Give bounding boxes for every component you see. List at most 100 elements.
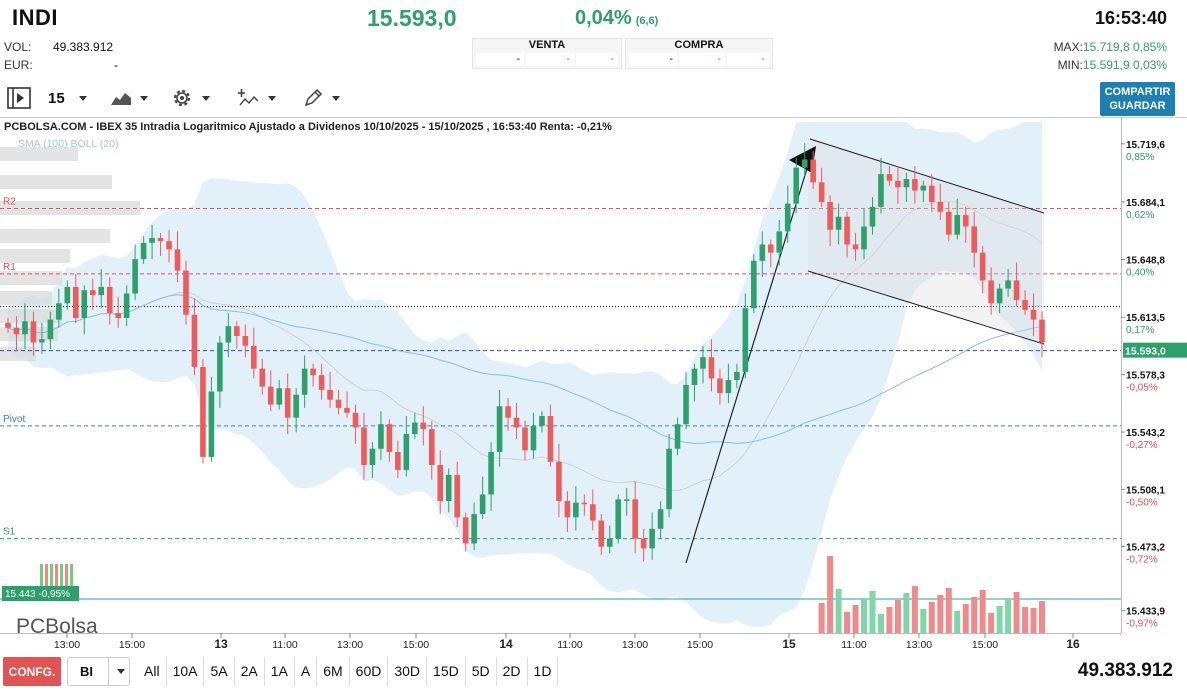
candle-body bbox=[412, 422, 418, 435]
min-value: 15.591,9 bbox=[1082, 58, 1130, 72]
eur-value: - bbox=[114, 58, 118, 72]
candle-body bbox=[700, 357, 706, 369]
range-button-30d[interactable]: 30D bbox=[388, 657, 428, 686]
y-tick-price: 15.613,5 bbox=[1126, 313, 1165, 324]
candle-body bbox=[386, 424, 393, 452]
min-label: MIN: bbox=[1057, 58, 1083, 72]
candle-body bbox=[844, 216, 850, 245]
area-chart-icon bbox=[111, 93, 131, 105]
bi-select[interactable]: BI bbox=[67, 657, 130, 686]
candle-body bbox=[284, 388, 291, 418]
candle-body bbox=[488, 451, 494, 495]
candle-body bbox=[318, 375, 325, 390]
range-button-6m[interactable]: 6M bbox=[317, 657, 350, 686]
indicators-select[interactable] bbox=[236, 86, 276, 110]
candle-body bbox=[912, 179, 918, 191]
range-button-2d[interactable]: 2D bbox=[497, 657, 528, 686]
volume-bar bbox=[996, 606, 1003, 633]
range-button-5d[interactable]: 5D bbox=[466, 657, 497, 686]
chevron-down-icon bbox=[202, 95, 210, 101]
y-tick-pct: -0,50% bbox=[1126, 497, 1158, 508]
share-save-button[interactable]: COMPARTIR GUARDAR bbox=[1100, 82, 1175, 116]
candle-body bbox=[615, 499, 622, 539]
volume-bar bbox=[1013, 592, 1020, 633]
book-cell: - bbox=[727, 53, 769, 66]
candle-body bbox=[886, 174, 893, 181]
max-label: MAX: bbox=[1053, 40, 1083, 54]
x-tick-label: 13:00 bbox=[906, 639, 932, 651]
candle-body bbox=[522, 427, 528, 451]
candle-body bbox=[1013, 280, 1020, 301]
y-axis-labels: 15.719,60,85% 15.684,10,62% 15.648,80,40% 1… bbox=[1121, 140, 1187, 630]
candle-body bbox=[106, 286, 113, 314]
y-tick-price: 15.578,3 bbox=[1126, 371, 1165, 382]
x-tick-label: 16 bbox=[1066, 637, 1080, 651]
indicators-legend: SMA (100) BOLL (20) bbox=[18, 138, 119, 150]
range-button-60d[interactable]: 60D bbox=[350, 657, 389, 686]
range-button-all[interactable]: All bbox=[138, 657, 167, 686]
x-axis-labels: 13:00 15:00 13 11:00 13:00 15:00 14 11:00 13:00 1… bbox=[54, 633, 1080, 651]
volume-profile-bar bbox=[0, 229, 110, 243]
range-button-10a[interactable]: 10A bbox=[167, 657, 205, 686]
level-label-r1: R1 bbox=[3, 262, 16, 273]
range-button-2a[interactable]: 2A bbox=[235, 657, 265, 686]
range-button-1a[interactable]: 1A bbox=[265, 657, 295, 686]
candle-body bbox=[632, 499, 638, 539]
volume-bar bbox=[818, 603, 825, 633]
chevron-down-icon bbox=[332, 95, 340, 101]
config-button[interactable]: CONFG. bbox=[3, 657, 61, 686]
bollinger-band bbox=[8, 121, 1042, 627]
bi-select-value: BI bbox=[80, 664, 93, 679]
range-button-a[interactable]: A bbox=[295, 657, 318, 686]
candle-body bbox=[30, 321, 37, 343]
candle-body bbox=[369, 448, 376, 466]
drawing-tools-select[interactable] bbox=[302, 86, 340, 110]
candle-body bbox=[751, 260, 757, 309]
trend-channel-layer bbox=[685, 137, 1045, 564]
y-tick-pct: -0,05% bbox=[1126, 383, 1158, 394]
candle-body bbox=[428, 429, 435, 466]
candle-body bbox=[361, 427, 367, 466]
candle-body bbox=[115, 313, 121, 318]
volume-bar bbox=[971, 597, 978, 633]
volume-mini-bar bbox=[40, 564, 43, 594]
candle-body bbox=[217, 342, 223, 392]
candle-body bbox=[335, 399, 342, 408]
range-button-5a[interactable]: 5A bbox=[204, 657, 235, 686]
change-block: 0,04% (6,6) bbox=[575, 7, 658, 30]
volume-bars-layer bbox=[40, 556, 1045, 633]
x-tick-label: 15:00 bbox=[972, 639, 998, 651]
chart-type-select[interactable] bbox=[110, 86, 148, 110]
candle-body bbox=[852, 244, 859, 250]
sma-line bbox=[7, 294, 1043, 444]
y-tick-price: 15.719,6 bbox=[1126, 140, 1165, 151]
range-button-15d[interactable]: 15D bbox=[427, 657, 466, 686]
y-tick-pct: 0,40% bbox=[1126, 268, 1154, 279]
interval-select[interactable]: 15 bbox=[48, 86, 87, 110]
x-tick-label: 11:00 bbox=[272, 639, 298, 651]
candle-body bbox=[157, 237, 164, 242]
volume-bar bbox=[962, 604, 969, 633]
settings-select[interactable] bbox=[170, 86, 210, 110]
book-cell: - bbox=[526, 53, 574, 66]
candle-body bbox=[623, 499, 630, 501]
candle-body bbox=[166, 241, 172, 250]
candle-body bbox=[13, 327, 20, 335]
panel-toggle-button[interactable] bbox=[6, 86, 32, 110]
candle-body bbox=[784, 203, 791, 232]
candle-body bbox=[929, 185, 935, 202]
volume-profile-bar bbox=[0, 249, 70, 263]
candle-body bbox=[810, 159, 816, 183]
change-abs: (6,6) bbox=[635, 15, 659, 27]
trend-arrow-head bbox=[789, 146, 816, 173]
volume-bar bbox=[1030, 608, 1037, 633]
y-tick-pct: 0,62% bbox=[1126, 210, 1154, 221]
x-tick-label: 13 bbox=[214, 637, 228, 651]
candle-body bbox=[123, 293, 130, 318]
volume-profile-bar bbox=[0, 147, 78, 161]
candle-body bbox=[573, 502, 579, 518]
range-button-1d[interactable]: 1D bbox=[528, 657, 559, 686]
y-tick-pct: -0,27% bbox=[1126, 440, 1158, 451]
volume-profile-bar bbox=[0, 347, 36, 361]
